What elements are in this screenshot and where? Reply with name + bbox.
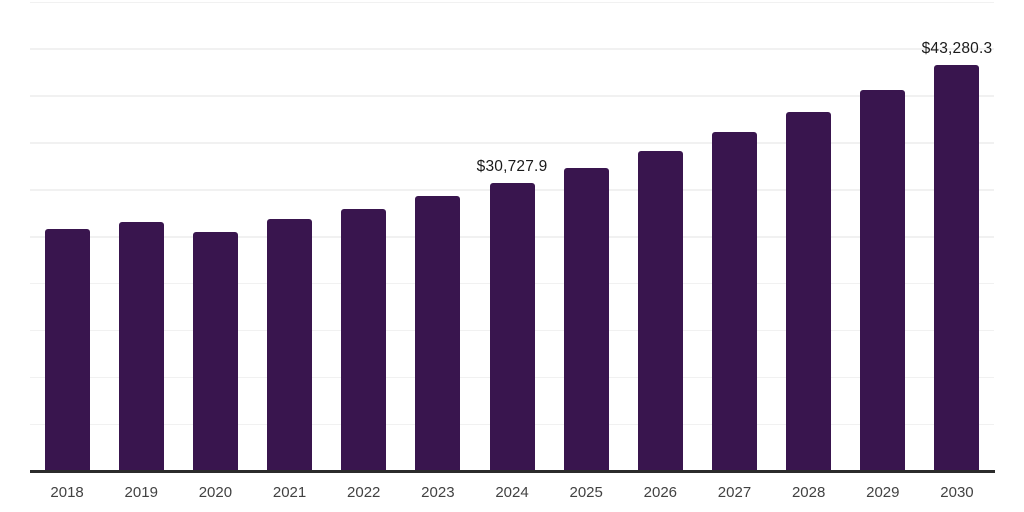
gridline: [30, 142, 994, 144]
bar: [489, 182, 535, 471]
bar-slot: [252, 2, 326, 471]
gridline: [30, 95, 994, 97]
gridline: [30, 48, 994, 50]
bar-slot: [697, 2, 771, 471]
plot-area: $30,727.9 $43,280.3: [30, 1, 994, 471]
bar: [267, 218, 313, 471]
bar-slot: [178, 2, 252, 471]
bar-value-label: $43,280.3: [921, 40, 993, 58]
bar: [711, 131, 757, 471]
x-axis-label: 2028: [791, 484, 826, 501]
bar: [637, 150, 683, 471]
bar: [118, 221, 164, 471]
gridline: [30, 1, 994, 3]
bar: [786, 112, 832, 471]
bar: [563, 167, 609, 471]
bar: [415, 195, 461, 471]
bars-container: $30,727.9 $43,280.3: [30, 2, 994, 471]
x-axis-label: 2030: [940, 484, 974, 501]
bar-slot: [401, 2, 475, 471]
bar-slot: [772, 2, 846, 471]
bar: [934, 65, 980, 471]
x-axis-labels: 2018 2019 2020 2021 2022 2023 2024 2025 2026 2027…: [30, 484, 994, 501]
bar-slot: [623, 2, 697, 471]
x-axis-label: 2021: [272, 484, 307, 501]
bar-slot: $30,727.9: [475, 2, 549, 471]
x-axis-label: 2029: [866, 484, 900, 501]
bar-slot: [327, 2, 401, 471]
x-axis-label: 2020: [198, 484, 233, 501]
bar-slot: [549, 2, 623, 471]
x-axis-label: 2022: [347, 484, 381, 501]
bar-slot: [846, 2, 920, 471]
bar-value-label: $30,727.9: [476, 157, 548, 175]
x-axis-label: 2026: [643, 484, 678, 501]
bar: [341, 209, 387, 471]
x-axis-label: 2019: [124, 484, 158, 501]
bar-slot: $43,280.3: [920, 2, 994, 471]
bar-slot: [30, 2, 104, 471]
bar: [192, 232, 238, 471]
x-axis-label: 2018: [50, 484, 84, 501]
x-axis-line: [30, 470, 995, 473]
x-axis-label: 2027: [717, 484, 752, 501]
bar: [860, 90, 906, 471]
x-axis-label: 2025: [569, 484, 603, 501]
bar: [44, 229, 90, 471]
x-axis-label: 2024: [495, 484, 529, 501]
x-axis-label: 2023: [421, 484, 455, 501]
bar-slot: [104, 2, 178, 471]
